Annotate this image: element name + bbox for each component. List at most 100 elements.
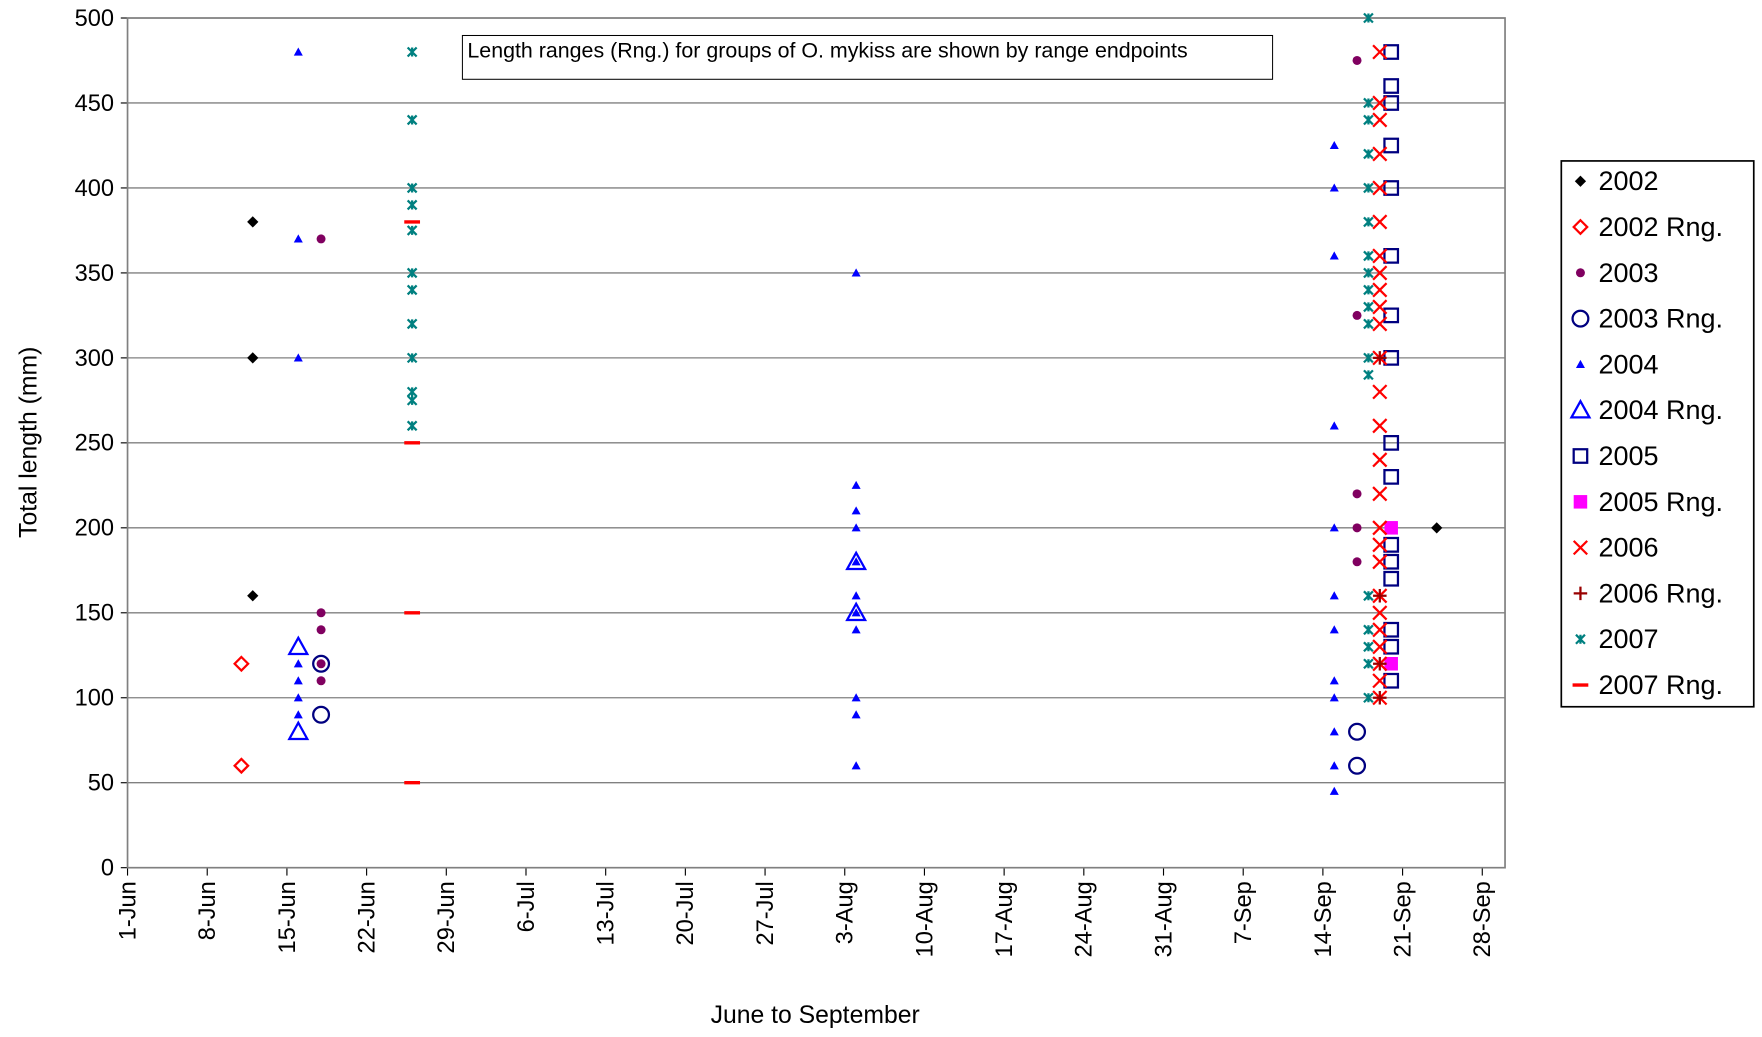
x-axis-title: June to September (711, 1002, 920, 1029)
point (1363, 318, 1374, 330)
point (851, 693, 861, 702)
legend-label: 2003 (1598, 258, 1658, 288)
point (851, 625, 861, 634)
point (1329, 786, 1339, 795)
point (293, 353, 303, 362)
legend-box (1560, 160, 1755, 708)
legend-marker (1572, 448, 1589, 464)
point (1363, 284, 1374, 296)
point (1384, 521, 1398, 535)
x-tick-label: 15-Jun (275, 881, 301, 953)
point (1363, 182, 1374, 194)
y-tick-label: 300 (75, 346, 114, 372)
point (1383, 672, 1400, 689)
point (1372, 316, 1388, 332)
point (1373, 351, 1387, 365)
legend-marker (1575, 268, 1585, 278)
point (1372, 180, 1388, 196)
point (1373, 589, 1387, 603)
point (1372, 622, 1388, 638)
point (1383, 638, 1400, 655)
point (1383, 95, 1400, 111)
point (1352, 55, 1362, 65)
point (316, 659, 326, 669)
point (1372, 112, 1388, 128)
point (1329, 421, 1339, 430)
grid: 0 50 100 150 200 250 300 350 400 450 500 1-Jun 8-Jun… (75, 6, 1506, 957)
point (1372, 418, 1388, 434)
point (851, 591, 861, 600)
point (316, 234, 326, 244)
y-tick-label: 450 (75, 91, 114, 117)
point (247, 590, 259, 602)
x-tick-label: 22-Jun (354, 881, 380, 953)
point (1372, 282, 1388, 298)
point (287, 720, 310, 741)
point (845, 601, 868, 622)
y-tick-label: 200 (75, 516, 114, 542)
x-tick-label: 28-Sep (1470, 881, 1496, 957)
point (1329, 727, 1339, 736)
legend-label: 2003 Rng. (1598, 304, 1723, 334)
point (1348, 756, 1367, 775)
legend-marker (1572, 540, 1588, 556)
point (1372, 639, 1388, 655)
point (851, 506, 861, 515)
point (1372, 44, 1388, 60)
point (1383, 553, 1400, 570)
point (1329, 591, 1339, 600)
x-tick-label: 24-Aug (1072, 881, 1098, 957)
point (233, 655, 250, 673)
point (1348, 722, 1367, 741)
point (851, 761, 861, 770)
point (1372, 248, 1388, 264)
legend: 2002 2002 Rng. 2003 2003 Rng. 2004 2004 Rng. 2… (1569, 166, 1723, 700)
point (1373, 657, 1387, 671)
point (1383, 180, 1400, 196)
point (406, 386, 418, 398)
point (1363, 148, 1374, 160)
point (247, 216, 259, 228)
point (1363, 250, 1374, 262)
x-tick-label: 31-Aug (1151, 881, 1177, 957)
point (247, 352, 259, 364)
x-tick-label: 3-Aug (833, 881, 859, 944)
point (1383, 536, 1400, 553)
legend-label: 2002 (1598, 166, 1658, 196)
point (406, 225, 418, 236)
point (1329, 676, 1339, 685)
point (1329, 761, 1339, 770)
legend-label: 2007 Rng. (1598, 670, 1723, 700)
point (1352, 310, 1362, 320)
point (1363, 369, 1374, 381)
point (312, 705, 331, 724)
point (1383, 434, 1400, 451)
point (1372, 554, 1388, 570)
y-tick-label: 100 (75, 686, 114, 712)
point (1363, 301, 1374, 313)
point (1372, 146, 1388, 162)
legend-marker (1569, 398, 1592, 419)
point (1383, 137, 1400, 154)
point (1383, 468, 1400, 485)
y-tick-label: 500 (75, 6, 114, 32)
point (406, 284, 418, 296)
point (406, 420, 418, 432)
point (851, 608, 861, 617)
legend-label: 2004 Rng. (1598, 395, 1723, 425)
x-tick-label: 10-Aug (912, 881, 938, 957)
point (1431, 522, 1443, 534)
x-tick-label: 29-Jun (434, 881, 460, 953)
legend-label: 2005 Rng. (1598, 487, 1723, 517)
point (1363, 641, 1374, 653)
point (312, 654, 331, 673)
legend-label: 2006 Rng. (1598, 578, 1723, 608)
point (406, 199, 418, 211)
point (1352, 523, 1362, 533)
x-tick-label: 17-Aug (992, 881, 1018, 957)
point (1373, 691, 1387, 705)
legend-marker (1571, 309, 1590, 328)
point (1363, 267, 1374, 279)
point (293, 710, 303, 719)
point (293, 47, 303, 56)
